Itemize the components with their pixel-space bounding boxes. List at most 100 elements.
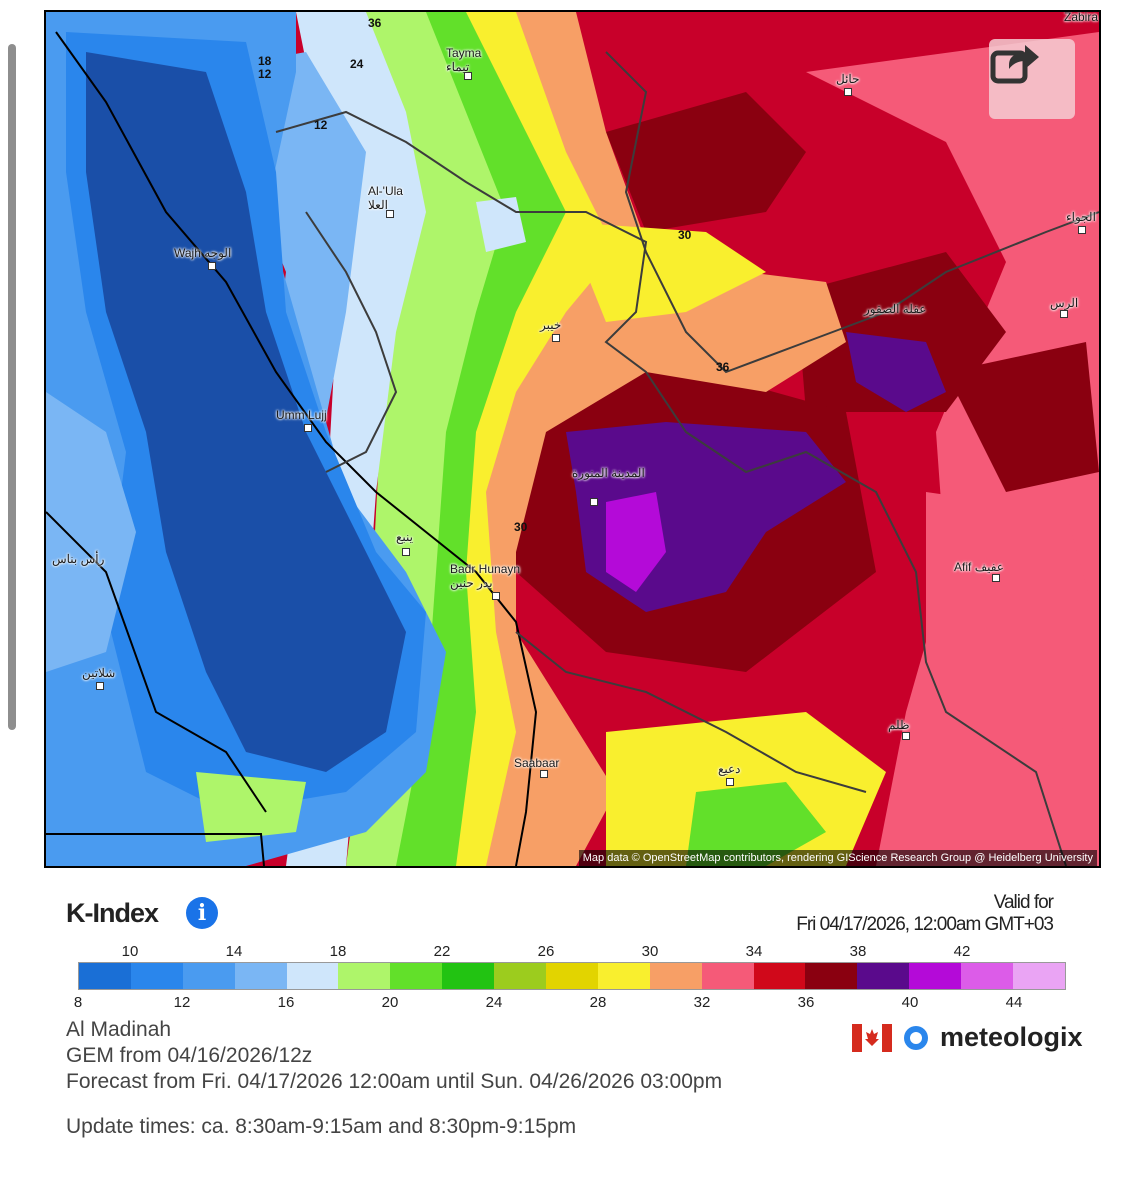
place-label: الجواء <box>1066 210 1096 224</box>
color-swatch <box>961 963 1014 989</box>
place-marker <box>1078 226 1086 234</box>
brand-name: meteologix <box>940 1022 1083 1052</box>
scale-tick-label: 34 <box>745 943 763 960</box>
place-label: Al-'Ula العلا <box>368 184 403 212</box>
place-marker <box>1060 310 1068 318</box>
color-swatch <box>442 963 495 989</box>
place-marker <box>386 210 394 218</box>
color-swatch <box>390 963 443 989</box>
color-swatch <box>649 963 702 989</box>
scale-tick-label: 42 <box>953 943 971 960</box>
place-marker <box>844 88 852 96</box>
contour-label: 12 <box>258 67 272 81</box>
place-label: دعيع <box>718 762 741 776</box>
location-name: Al Madinah <box>66 1018 172 1041</box>
scale-tick-label: 30 <box>641 943 659 960</box>
place-marker <box>726 778 734 786</box>
color-swatch <box>286 963 339 989</box>
share-button[interactable] <box>989 39 1075 119</box>
scale-tick-label: 40 <box>901 994 919 1011</box>
place-marker <box>96 682 104 690</box>
place-marker <box>402 548 410 556</box>
place-label: خيبر <box>540 318 562 332</box>
place-marker <box>590 498 598 506</box>
place-label: حائل <box>836 72 860 86</box>
page-scrollbar[interactable] <box>8 44 16 730</box>
map-attribution: Map data © OpenStreetMap contributors, r… <box>578 850 1097 866</box>
place-label: Afif عفيف <box>954 560 1004 574</box>
share-icon <box>990 45 1039 84</box>
forecast-field <box>46 12 1099 866</box>
scale-tick-label: 8 <box>73 994 83 1011</box>
scale-tick-label: 32 <box>693 994 711 1011</box>
contour-label: 18 <box>258 54 272 68</box>
contour-label: 30 <box>514 520 528 534</box>
scale-tick-label: 14 <box>225 943 243 960</box>
color-swatch <box>753 963 806 989</box>
place-label: رأس بناس <box>52 552 105 566</box>
place-label: Umm Lujj <box>276 408 327 422</box>
color-swatch <box>130 963 183 989</box>
color-swatch <box>494 963 547 989</box>
place-marker <box>492 592 500 600</box>
place-marker <box>992 574 1000 582</box>
color-swatch <box>597 963 650 989</box>
info-icon[interactable]: i <box>186 897 218 929</box>
color-swatch <box>857 963 910 989</box>
scale-tick-label: 16 <box>277 994 295 1011</box>
place-marker <box>902 732 910 740</box>
k-index-map[interactable]: 36 24 18 12 12 30 36 30 Tayma تيماء حائل … <box>44 10 1101 868</box>
scale-tick-label: 24 <box>485 994 503 1011</box>
color-swatch <box>805 963 858 989</box>
place-marker <box>304 424 312 432</box>
update-times: Update times: ca. 8:30am-9:15am and 8:30… <box>66 1115 577 1138</box>
contour-label: 36 <box>368 16 382 30</box>
scale-tick-label: 12 <box>173 994 191 1011</box>
color-swatch <box>909 963 962 989</box>
contour-label: 24 <box>350 57 364 71</box>
color-swatch <box>1013 963 1065 989</box>
place-label: المدينة المنورة <box>572 466 645 480</box>
place-label: Saabaar <box>514 756 560 770</box>
place-marker <box>208 262 216 270</box>
color-swatch <box>182 963 235 989</box>
forecast-info: Al Madinah GEM from 04/16/2026/12z Forec… <box>66 1017 722 1095</box>
scale-tick-label: 18 <box>329 943 347 960</box>
color-scale <box>78 962 1066 990</box>
place-marker <box>464 72 472 80</box>
model-run: GEM from 04/16/2026/12z <box>66 1044 313 1067</box>
place-label: ينبع <box>396 530 413 544</box>
place-label: عقلة الصقور <box>864 302 927 316</box>
scale-tick-label: 20 <box>381 994 399 1011</box>
meteologix-logo-icon <box>904 1025 928 1050</box>
color-swatch <box>338 963 391 989</box>
place-label: Badr Hunayn بدر حنين <box>450 562 521 590</box>
place-label: Zabira <box>1064 10 1099 24</box>
place-label: Tayma تيماء <box>446 46 482 74</box>
color-swatch <box>546 963 598 989</box>
forecast-range: Forecast from Fri. 04/17/2026 12:00am un… <box>66 1070 723 1093</box>
scale-tick-label: 26 <box>537 943 555 960</box>
contour-label: 36 <box>716 360 730 374</box>
contour-label: 30 <box>678 228 692 242</box>
scale-tick-label: 22 <box>433 943 451 960</box>
canada-flag-icon <box>852 1023 892 1052</box>
valid-time: Valid for Fri 04/17/2026, 12:00am GMT+03 <box>796 892 1054 935</box>
map-title: K-Index <box>66 898 159 928</box>
place-label: الرس <box>1050 296 1079 310</box>
contour-label: 12 <box>314 118 328 132</box>
place-marker <box>540 770 548 778</box>
place-marker <box>552 334 560 342</box>
place-label: ظلم <box>888 718 910 732</box>
color-swatch <box>79 963 131 989</box>
brand[interactable]: meteologix <box>852 1022 1083 1053</box>
scale-tick-label: 28 <box>589 994 607 1011</box>
scale-tick-label: 36 <box>797 994 815 1011</box>
place-label: شلاتين <box>82 666 116 680</box>
color-swatch <box>234 963 287 989</box>
place-label: Wajh الوجه <box>174 246 232 260</box>
color-swatch <box>701 963 754 989</box>
scale-tick-label: 38 <box>849 943 867 960</box>
scale-tick-label: 44 <box>1005 994 1023 1011</box>
scale-tick-label: 10 <box>121 943 139 960</box>
